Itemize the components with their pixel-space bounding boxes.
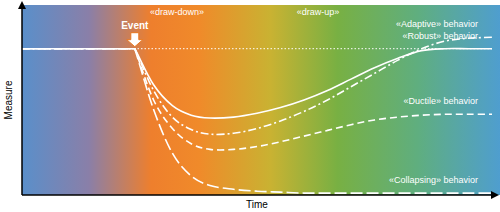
series-label: «Adaptive» behavior: [396, 19, 478, 29]
diagram: «Adaptive» behavior «Robust» behavior «Duc…: [0, 0, 500, 212]
phase-label: «draw-down»: [150, 7, 204, 17]
plot-area: [22, 37, 492, 193]
series-line: [22, 49, 492, 119]
y-axis: [21, 3, 23, 195]
series-label: «Collapsing» behavior: [389, 175, 478, 185]
x-axis: [22, 194, 497, 196]
background: [22, 5, 500, 195]
y-axis-label: Measure: [3, 80, 14, 119]
event-label: Event: [121, 20, 149, 31]
series-line: [22, 49, 492, 193]
series-line: [22, 37, 492, 134]
event-arrow: [127, 33, 143, 47]
series-line: [22, 49, 492, 150]
series-label: «Robust» behavior: [402, 31, 478, 41]
phase-label: «draw-up»: [297, 7, 340, 17]
x-axis-label: Time: [246, 199, 268, 210]
series-label: «Ductile» behavior: [403, 96, 478, 106]
